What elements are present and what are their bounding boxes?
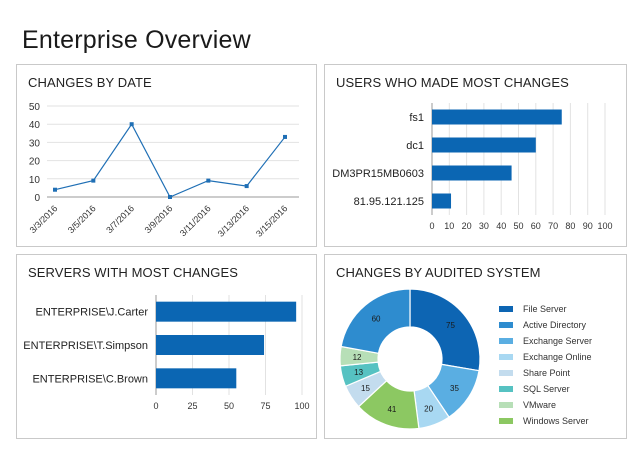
x-tick-label: 80 bbox=[565, 221, 575, 231]
user-bar-dm3pr15mb0603 bbox=[432, 165, 512, 181]
legend-item-vmware: VMware bbox=[499, 397, 592, 413]
x-tick-label: 3/11/2016 bbox=[178, 203, 213, 238]
legend-swatch bbox=[499, 322, 513, 328]
legend-label: Windows Server bbox=[523, 416, 589, 426]
slice-value-label: 41 bbox=[387, 405, 396, 414]
legend-item-sql-server: SQL Server bbox=[499, 381, 592, 397]
server-bar-enterprise-j-carter bbox=[156, 301, 297, 322]
legend-label: Active Directory bbox=[523, 320, 587, 330]
y-tick-label: 40 bbox=[29, 120, 41, 131]
slice-value-label: 20 bbox=[424, 405, 433, 414]
x-tick-label: 70 bbox=[548, 221, 558, 231]
y-tick-label: 30 bbox=[29, 138, 41, 149]
legend-label: Exchange Server bbox=[523, 336, 593, 346]
x-tick-label: 50 bbox=[224, 401, 234, 411]
legend-item-share-point: Share Point bbox=[499, 365, 592, 381]
x-tick-label: 25 bbox=[187, 401, 197, 411]
changes-by-date-title: CHANGES BY DATE bbox=[28, 75, 152, 90]
x-tick-label: 75 bbox=[260, 401, 270, 411]
y-tick-label: 20 bbox=[29, 157, 41, 168]
legend-label: Share Point bbox=[523, 368, 571, 378]
changes-by-audited-system-chart: 75 35 20 41 15 13 12 60 bbox=[339, 288, 481, 430]
x-tick-label: 60 bbox=[531, 221, 541, 231]
x-tick-label: 0 bbox=[153, 401, 158, 411]
x-tick-label: 0 bbox=[429, 221, 434, 231]
x-tick-label: 3/15/2016 bbox=[254, 203, 289, 238]
legend-label: VMware bbox=[523, 400, 557, 410]
data-point bbox=[91, 178, 96, 183]
servers-most-changes-chart: 0 25 50 75 100 ENTERPRISE\J.Carter ENTERPRISE\… bbox=[23, 295, 310, 411]
legend-swatch bbox=[499, 418, 513, 424]
data-point bbox=[168, 195, 172, 199]
user-bar-81-95-121-125 bbox=[432, 193, 452, 209]
data-point bbox=[53, 187, 57, 192]
changes-by-audited-system-panel: CHANGES BY AUDITED SYSTEM 75 35 20 41 15 13 12… bbox=[324, 254, 627, 439]
slice-value-label: 75 bbox=[446, 321, 455, 330]
legend-label: SQL Server bbox=[523, 384, 570, 394]
server-label: ENTERPRISE\J.Carter bbox=[36, 307, 149, 319]
changes-by-date-panel: CHANGES BY DATE 0 10 20 30 40 50 3/3/2016 3/5/2… bbox=[16, 64, 317, 247]
servers-most-changes-panel: SERVERS WITH MOST CHANGES 0 25 50 75 100 ENTE… bbox=[16, 254, 317, 439]
x-tick-label: 20 bbox=[462, 221, 472, 231]
legend-item-exchange-server: Exchange Server bbox=[499, 333, 592, 349]
legend-item-exchange-online: Exchange Online bbox=[499, 349, 592, 365]
user-label: 81.95.121.125 bbox=[354, 196, 424, 208]
legend-swatch bbox=[499, 354, 513, 360]
x-tick-label: 40 bbox=[496, 221, 506, 231]
data-point bbox=[206, 178, 211, 183]
slice-active-directory bbox=[340, 288, 411, 354]
users-most-changes-panel: USERS WHO MADE MOST CHANGES 0 10 20 30 40 50 6… bbox=[324, 64, 627, 247]
slice-value-label: 12 bbox=[353, 353, 362, 362]
x-tick-label: 50 bbox=[513, 221, 523, 231]
y-tick-label: 10 bbox=[29, 175, 41, 186]
legend-label: File Server bbox=[523, 304, 567, 314]
slice-file-server bbox=[409, 288, 481, 372]
audited-system-legend: File Server Active Directory Exchange Serv… bbox=[499, 301, 592, 429]
legend-item-active-directory: Active Directory bbox=[499, 317, 592, 333]
legend-swatch bbox=[499, 386, 513, 392]
legend-swatch bbox=[499, 306, 513, 312]
data-point bbox=[283, 134, 287, 139]
users-most-changes-chart: 0 10 20 30 40 50 60 70 80 90 100 fs1 dc1 DM3PR15MB060… bbox=[332, 103, 613, 231]
page-title: Enterprise Overview bbox=[22, 26, 251, 54]
x-tick-label: 100 bbox=[597, 221, 612, 231]
slice-value-label: 35 bbox=[450, 384, 459, 393]
x-tick-label: 90 bbox=[583, 221, 593, 231]
users-most-changes-title: USERS WHO MADE MOST CHANGES bbox=[336, 75, 569, 90]
changes-by-audited-system-title: CHANGES BY AUDITED SYSTEM bbox=[336, 265, 541, 280]
server-label: ENTERPRISE\T.Simpson bbox=[23, 340, 148, 352]
data-point bbox=[129, 122, 134, 127]
legend-swatch bbox=[499, 402, 513, 408]
slice-value-label: 13 bbox=[354, 368, 363, 377]
server-bar-enterprise-c-brown bbox=[156, 368, 237, 389]
x-tick-label: 30 bbox=[479, 221, 489, 231]
x-tick-label: 100 bbox=[294, 401, 309, 411]
server-bar-enterprise-t-simpson bbox=[156, 335, 265, 355]
changes-by-date-chart: 0 10 20 30 40 50 3/3/2016 3/5/2016 3/7/2016 3/9/2… bbox=[28, 102, 299, 239]
user-label: fs1 bbox=[409, 112, 424, 124]
legend-label: Exchange Online bbox=[523, 352, 592, 362]
y-tick-label: 0 bbox=[34, 193, 40, 204]
x-tick-label: 3/3/2016 bbox=[28, 203, 60, 235]
user-bar-dc1 bbox=[432, 137, 536, 153]
legend-swatch bbox=[499, 370, 513, 376]
y-tick-label: 50 bbox=[29, 102, 41, 113]
slice-value-label: 15 bbox=[361, 384, 370, 393]
server-label: ENTERPRISE\C.Brown bbox=[32, 373, 148, 385]
user-label: dc1 bbox=[406, 140, 424, 152]
x-tick-label: 3/7/2016 bbox=[104, 203, 136, 235]
x-tick-label: 3/9/2016 bbox=[143, 203, 175, 235]
user-label: DM3PR15MB0603 bbox=[332, 168, 424, 180]
legend-item-file-server: File Server bbox=[499, 301, 592, 317]
legend-item-windows-server: Windows Server bbox=[499, 413, 592, 429]
slice-value-label: 60 bbox=[372, 314, 381, 323]
legend-swatch bbox=[499, 338, 513, 344]
x-tick-label: 10 bbox=[444, 221, 454, 231]
servers-most-changes-title: SERVERS WITH MOST CHANGES bbox=[28, 265, 239, 280]
data-point bbox=[244, 184, 249, 189]
x-tick-label: 3/5/2016 bbox=[66, 203, 98, 235]
user-bar-fs1 bbox=[432, 109, 562, 125]
x-tick-label: 3/13/2016 bbox=[216, 203, 251, 238]
